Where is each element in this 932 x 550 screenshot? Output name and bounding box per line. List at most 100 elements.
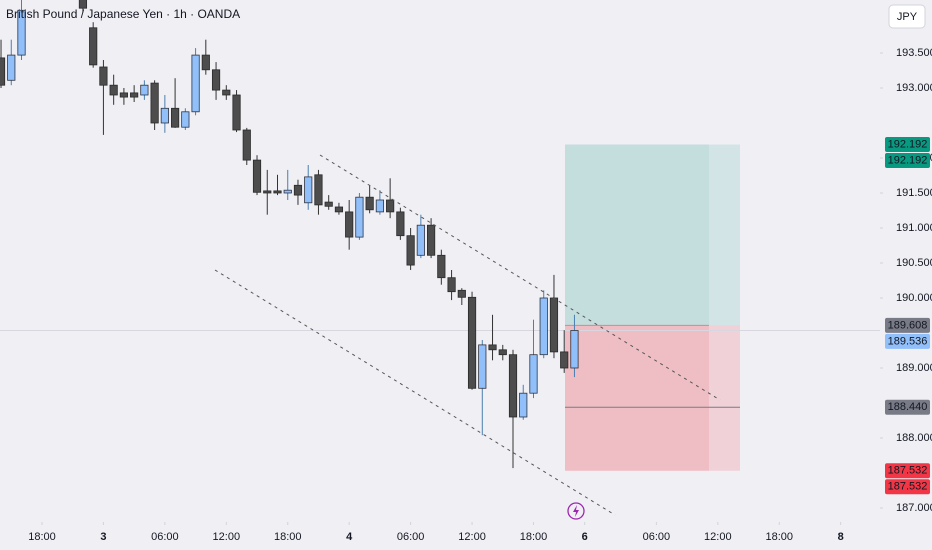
price-label-box xyxy=(885,153,930,169)
candle-body xyxy=(375,199,384,213)
candle-body xyxy=(427,224,436,256)
y-tick-label: 190.500 xyxy=(896,257,932,269)
currency-label[interactable]: JPY xyxy=(897,11,918,23)
candle-body xyxy=(211,69,221,91)
price-label: 187.532 xyxy=(888,465,928,477)
candle-body xyxy=(293,184,303,196)
candle-body xyxy=(0,57,6,86)
candle-body xyxy=(539,297,548,356)
price-label-box xyxy=(885,137,930,153)
x-tick-label: 06:00 xyxy=(643,531,671,543)
candle-body xyxy=(109,84,118,96)
price-label: 192.192 xyxy=(888,154,928,166)
candle-body xyxy=(519,392,528,418)
y-tick-label: 190.000 xyxy=(896,292,932,304)
x-tick-label: 18:00 xyxy=(28,531,56,543)
candle-body xyxy=(160,107,169,124)
x-tick-label: 18:00 xyxy=(765,531,793,543)
loss-zone-inner xyxy=(565,325,709,408)
candle-body xyxy=(457,289,466,298)
price-label: 192.192 xyxy=(888,138,928,150)
x-tick-label: 12:00 xyxy=(458,531,486,543)
x-tick-label: 4 xyxy=(346,531,353,543)
y-tick-label: 191.000 xyxy=(896,222,932,234)
candle-body xyxy=(570,330,579,369)
candle-body xyxy=(222,89,231,96)
price-label: 188.440 xyxy=(888,401,928,413)
x-tick-label: 6 xyxy=(582,531,588,543)
candle-body xyxy=(140,84,149,96)
candle-body xyxy=(467,296,477,389)
candle-body xyxy=(119,92,128,98)
price-label-box xyxy=(885,479,930,495)
candle-body xyxy=(232,94,241,131)
profit-zone xyxy=(565,144,740,326)
candle-body xyxy=(314,174,323,206)
candle-body xyxy=(324,201,333,207)
candle-body xyxy=(478,344,487,389)
candle-body xyxy=(283,189,292,194)
currency-button[interactable] xyxy=(888,4,926,29)
candle-body xyxy=(201,54,210,71)
candle-body xyxy=(447,277,456,293)
x-tick-label: 12:00 xyxy=(704,531,732,543)
x-tick-label: 8 xyxy=(838,531,844,543)
profit-zone-inner xyxy=(565,144,709,326)
candle-body xyxy=(549,297,559,353)
x-tick-label: 3 xyxy=(100,531,106,543)
candle-body xyxy=(78,0,88,9)
y-tick-label: 193.500 xyxy=(896,47,932,59)
candle-body xyxy=(7,54,16,81)
loss-zone xyxy=(565,325,740,471)
candle-body xyxy=(355,196,364,238)
price-label: 189.608 xyxy=(888,319,928,331)
candle-body xyxy=(304,176,313,204)
price-label-box xyxy=(885,317,930,333)
y-tick-label: 189.000 xyxy=(896,362,932,374)
candle-body xyxy=(529,354,538,394)
candle-body xyxy=(386,199,395,213)
x-tick-label: 12:00 xyxy=(213,531,241,543)
candle-body xyxy=(242,129,251,161)
price-label-box xyxy=(885,463,930,479)
y-tick-label: 191.500 xyxy=(896,187,932,199)
price-label-box xyxy=(885,399,930,415)
x-tick-label: 18:00 xyxy=(520,531,548,543)
channel-lower xyxy=(214,269,616,516)
loss-zone-low xyxy=(565,407,709,471)
candle-body xyxy=(498,349,507,356)
candle-body xyxy=(560,351,569,369)
x-tick-label: 18:00 xyxy=(274,531,302,543)
price-label-box xyxy=(885,333,930,349)
candle-body xyxy=(488,344,497,351)
candle-body xyxy=(365,196,374,211)
candle-body xyxy=(416,224,425,256)
candle-body xyxy=(89,27,98,66)
price-label: 189.536 xyxy=(888,335,928,347)
x-tick-label: 06:00 xyxy=(397,531,425,543)
price-label: 187.532 xyxy=(888,481,928,493)
candle-body xyxy=(150,82,159,124)
candle-body xyxy=(181,111,190,128)
y-tick-label: 188.000 xyxy=(896,432,932,444)
chart-title: British Pound / Japanese Yen · 1h · OAND… xyxy=(6,7,240,21)
y-tick-label: 187.000 xyxy=(896,502,932,514)
channel-upper xyxy=(319,154,721,401)
candle-body xyxy=(406,235,415,266)
candle-body xyxy=(130,92,139,98)
candle-body xyxy=(191,54,200,113)
candle-body xyxy=(508,354,518,418)
candle-body xyxy=(252,159,262,193)
candle-body xyxy=(171,107,180,128)
x-tick-label: 06:00 xyxy=(151,531,179,543)
candle-body xyxy=(273,190,282,194)
candle-body xyxy=(437,254,446,279)
candle-body xyxy=(396,211,405,237)
y-tick-label: 193.000 xyxy=(896,82,932,94)
candle-body xyxy=(263,190,272,194)
candle-body xyxy=(99,66,108,86)
candle-body xyxy=(334,206,344,213)
candle-body xyxy=(345,211,354,238)
